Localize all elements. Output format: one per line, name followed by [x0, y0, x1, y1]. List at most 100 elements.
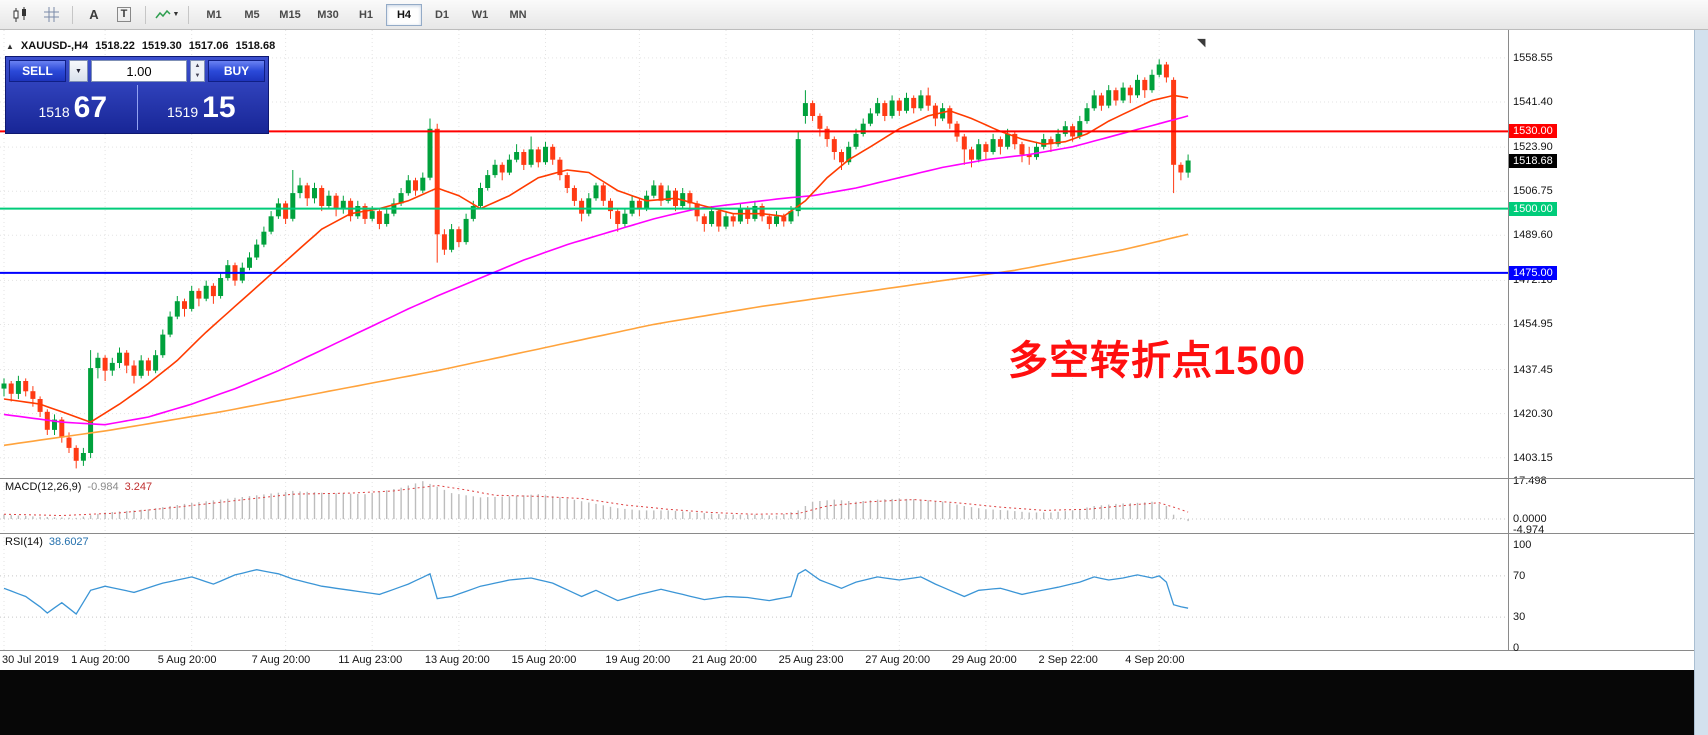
template-tool-button[interactable]: T: [110, 3, 138, 27]
volume-dropdown-button[interactable]: ▼: [69, 60, 88, 82]
macd-histogram: [3, 481, 1189, 522]
time-axis-label: 19 Aug 20:00: [605, 654, 671, 666]
indicator-zigzag-icon: [154, 9, 171, 18]
bid-pips: 67: [73, 90, 108, 124]
time-axis-label: 7 Aug 20:00: [251, 654, 311, 666]
time-axis-label: 4 Sep 20:00: [1125, 654, 1185, 666]
macd-signal-value: 3.247: [124, 481, 153, 493]
price-axis-label: 1420.30: [1513, 407, 1553, 420]
time-axis-label: 30 Jul 2019: [2, 654, 59, 666]
level-price-badge-1530.00: 1530.00: [1509, 124, 1557, 139]
main-chart-pane[interactable]: ▲ XAUUSD-,H4 1518.22 1519.30 1517.06 151…: [0, 30, 1508, 478]
time-axis-label: 21 Aug 20:00: [692, 654, 757, 666]
price-axis-label: 1506.75: [1513, 185, 1553, 198]
macd-axis-label: -4.974: [1513, 523, 1545, 536]
vertical-gridlines: [3, 30, 1160, 478]
price-chart-canvas[interactable]: [0, 30, 1508, 478]
grid-icon: [43, 7, 59, 22]
pane-separator-rsi[interactable]: [0, 533, 1694, 534]
timeframe-button-d1[interactable]: D1: [434, 8, 450, 21]
chart-type-button[interactable]: [7, 3, 35, 27]
volume-input[interactable]: 1.00: [91, 60, 187, 82]
one-click-trading-panel: SELL ▼ 1.00 ▲ ▼ BUY 1518 67 1519 15: [6, 57, 268, 133]
vertical-scrollbar[interactable]: [1694, 30, 1708, 735]
grid-toggle-button[interactable]: [37, 3, 65, 27]
ma-mid-line: [3, 115, 1189, 426]
time-axis-label: 11 Aug 23:00: [338, 654, 403, 666]
ohlc-info: ▲ XAUUSD-,H4 1518.22 1519.30 1517.06 151…: [6, 40, 275, 52]
ask-price-button[interactable]: 1519 15: [138, 85, 266, 130]
timeframe-button-m15[interactable]: M15: [279, 8, 301, 21]
time-axis[interactable]: 30 Jul 2019 1 Aug 20:00 5 Aug 20:00 7 Aug 2…: [0, 650, 1694, 670]
ohlc-open: 1518.22: [95, 40, 135, 52]
price-axis-label: 1523.90: [1513, 141, 1553, 154]
template-icon: T: [116, 7, 132, 22]
time-axis-label: 13 Aug 20:00: [424, 654, 490, 666]
rsi-value: 38.6027: [48, 536, 89, 548]
level-price-badge-1500.00: 1500.00: [1509, 201, 1557, 216]
indicator-tool-button[interactable]: ▼: [153, 3, 181, 27]
timeframe-button-w1[interactable]: W1: [471, 8, 489, 21]
macd-axis-label: 0.0000: [1513, 512, 1547, 525]
ohlc-close: 1518.68: [235, 40, 276, 52]
price-axis[interactable]: 1558.55 1541.40 1523.90 1506.75 1489.60 1472.…: [1508, 30, 1694, 654]
timeframe-button-h4[interactable]: H4: [386, 3, 422, 26]
timeframe-button-m1[interactable]: M1: [206, 8, 222, 21]
price-divider: [136, 85, 138, 130]
timeframe-group: M1 M5 M15 M30 H1 H4 D1 W1 MN: [195, 3, 537, 26]
text-tool-button[interactable]: A: [89, 7, 99, 22]
one-click-panel-toggle-icon[interactable]: ▲: [6, 41, 14, 51]
toolbar: A T ▼ M1 M5 M15 M30 H1 H4 D1 W1 MN: [0, 0, 1708, 30]
bottom-strip: [0, 670, 1694, 735]
ask-main: 1519: [166, 103, 199, 120]
macd-signal-line: [3, 484, 1189, 517]
pane-separator-macd[interactable]: [0, 478, 1694, 479]
time-axis-label: 29 Aug 20:00: [951, 654, 1017, 666]
level-price-badge-1475.00: 1475.00: [1509, 265, 1557, 280]
toolbar-separator: [72, 5, 73, 24]
rsi-canvas[interactable]: [0, 533, 1508, 650]
rsi-axis-label: 100: [1513, 539, 1532, 551]
rsi-name: RSI(14): [5, 536, 43, 548]
timeframe-button-m30[interactable]: M30: [317, 8, 339, 21]
price-axis-label: 1541.40: [1513, 96, 1553, 109]
macd-pane[interactable]: MACD(12,26,9) -0.984 3.247: [0, 478, 1508, 533]
chart-shift-marker-icon: ◥: [1197, 37, 1206, 49]
time-axis-label: 2 Sep 22:00: [1038, 654, 1098, 666]
buy-button[interactable]: BUY: [208, 60, 265, 82]
sell-button[interactable]: SELL: [9, 60, 66, 82]
volume-step-up-icon[interactable]: ▲: [194, 63, 201, 69]
ohlc-low: 1517.06: [188, 40, 229, 52]
timeframe-button-m5[interactable]: M5: [244, 8, 260, 21]
rsi-axis-label: 0: [1513, 642, 1520, 654]
toolbar-separator: [188, 5, 189, 24]
time-axis-label: 1 Aug 20:00: [71, 654, 130, 666]
time-axis-label: 5 Aug 20:00: [157, 654, 217, 666]
price-axis-label: 1403.15: [1513, 451, 1553, 464]
rsi-axis-label: 70: [1513, 569, 1526, 582]
timeframe-button-h1[interactable]: H1: [358, 8, 374, 21]
volume-step-down-icon[interactable]: ▼: [194, 73, 201, 79]
timeframe-button-mn[interactable]: MN: [509, 8, 527, 21]
macd-name: MACD(12,26,9): [5, 481, 82, 493]
current-price-badge: 1518.68: [1509, 153, 1557, 168]
rsi-pane[interactable]: RSI(14) 38.6027: [0, 533, 1508, 650]
chart-annotation-text: 多空转折点1500: [1008, 339, 1306, 383]
price-axis-label: 1558.55: [1513, 51, 1553, 64]
volume-stepper[interactable]: ▲ ▼: [190, 60, 205, 82]
time-axis-label: 15 Aug 20:00: [511, 654, 577, 666]
rsi-axis-label: 30: [1513, 611, 1526, 624]
toolbar-separator: [145, 5, 146, 24]
rsi-line: [3, 568, 1189, 615]
price-axis-label: 1489.60: [1513, 229, 1553, 242]
ma-fast-line: [3, 94, 1189, 423]
ohlc-high: 1519.30: [141, 40, 182, 52]
symbol-period-label: XAUUSD-,H4: [20, 40, 89, 52]
price-axis-label: 1437.45: [1513, 363, 1553, 376]
bid-price-button[interactable]: 1518 67: [9, 85, 137, 130]
horizontal-gridlines: [0, 57, 1508, 459]
bid-main: 1518: [38, 103, 70, 120]
macd-canvas[interactable]: [0, 478, 1508, 533]
time-axis-label: 27 Aug 20:00: [865, 654, 931, 666]
